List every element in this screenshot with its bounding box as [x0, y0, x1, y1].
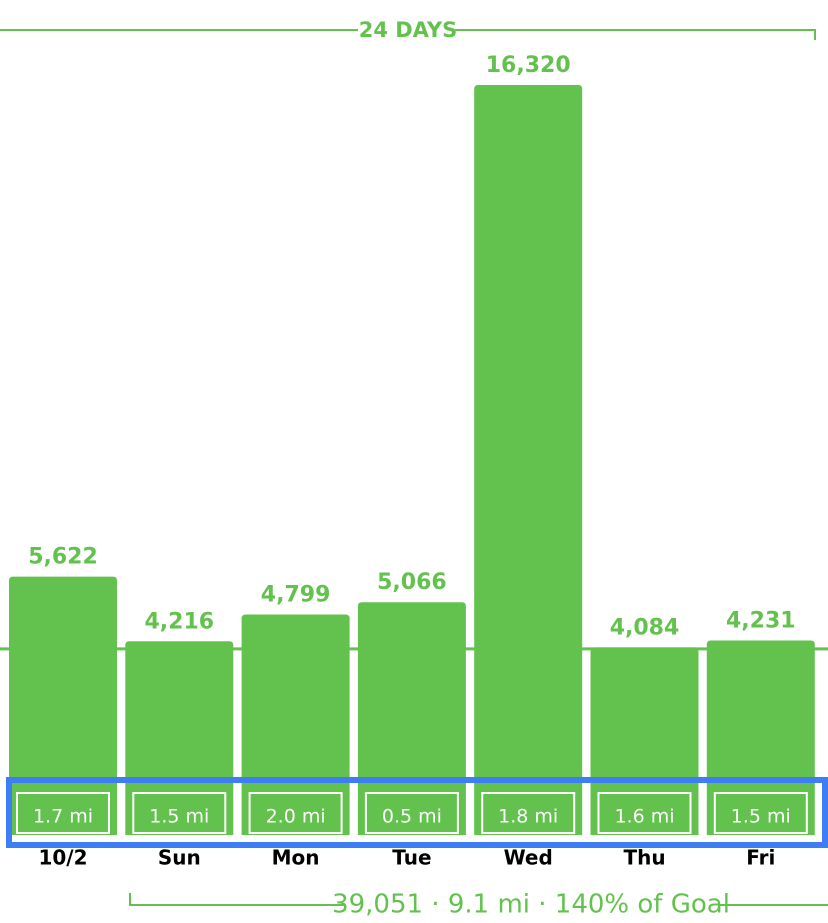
distance-label: 2.0 mi: [266, 806, 326, 828]
bar: [474, 85, 583, 835]
distance-label: 0.5 mi: [382, 806, 442, 828]
bar: [9, 576, 117, 835]
value-label: 5,622: [28, 545, 98, 570]
value-label: 16,320: [486, 53, 571, 78]
x-tick-label: Thu: [623, 846, 665, 870]
distance-cell: [248, 792, 343, 834]
distance-label: 1.8 mi: [498, 806, 558, 828]
x-tick-label: Wed: [504, 846, 553, 870]
header: 24 DAYS: [359, 18, 458, 42]
distance-label: 1.6 mi: [614, 806, 674, 828]
header-bracket: [455, 29, 816, 40]
footer-bracket: [129, 893, 345, 906]
distance-cell: [364, 792, 459, 834]
distance-cell: [597, 792, 692, 834]
distance-cell: [132, 792, 227, 834]
distance-cell: [16, 792, 110, 834]
bar: [357, 602, 466, 835]
x-tick-label: Mon: [272, 846, 320, 870]
value-label: 4,799: [261, 582, 331, 607]
x-tick-label: 10/2: [38, 846, 87, 870]
bar: [241, 614, 350, 835]
x-tick-label: Fri: [746, 846, 775, 870]
highlight-box: [6, 777, 828, 848]
distance-label: 1.5 mi: [149, 806, 209, 828]
distance-label: 1.5 mi: [731, 806, 791, 828]
footer: 39,051 · 9.1 mi · 140% of Goal: [332, 890, 730, 920]
value-label: 5,066: [377, 570, 447, 595]
distance-label: 1.7 mi: [33, 806, 93, 828]
distance-cell: [713, 792, 808, 834]
value-label: 4,084: [610, 615, 680, 640]
x-tick-label: Tue: [392, 846, 431, 870]
bar: [125, 641, 234, 835]
bar: [706, 640, 815, 835]
bar: [590, 647, 699, 835]
value-label: 4,216: [145, 609, 215, 634]
x-tick-label: Sun: [158, 846, 201, 870]
distance-cell: [481, 792, 576, 834]
value-label: 4,231: [726, 609, 796, 634]
bars: 5,622 1.7 mi 10/2 4,216 1.5 mi Sun 4,799 2.0 mi…: [9, 53, 815, 870]
